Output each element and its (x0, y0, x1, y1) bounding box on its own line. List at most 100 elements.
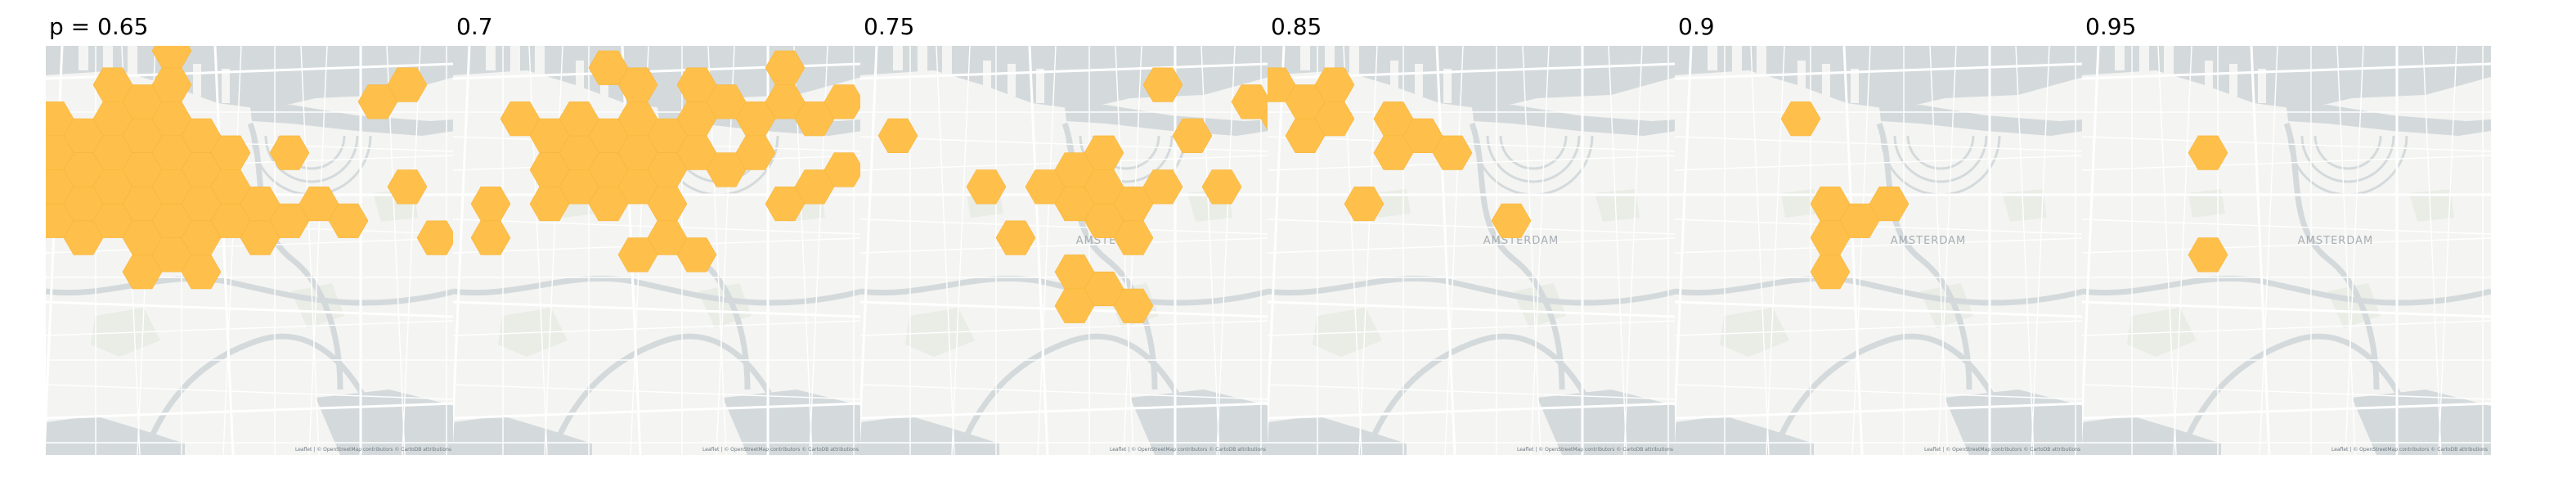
park (1595, 189, 1640, 222)
harbour-pier (1325, 46, 1335, 74)
map-panel-p095: 0.95 AMSTERDAM Leaflet | © OpenStreetMap… (2082, 0, 2491, 458)
street (2082, 384, 2491, 400)
hexagon-layer (877, 67, 1269, 323)
hexagon-cell (269, 135, 310, 170)
water-body (453, 46, 862, 110)
hexagon-cell (1491, 203, 1532, 238)
hexagon-cell (1201, 169, 1242, 205)
park (1374, 189, 1411, 218)
map-canvas (46, 46, 455, 455)
harbour-pier (1300, 46, 1310, 70)
street (2082, 320, 2491, 336)
panel-title: 0.95 (2085, 13, 2137, 40)
street (860, 384, 1269, 400)
hexagon-cell (617, 237, 658, 273)
street (1200, 46, 1220, 455)
canal (2177, 333, 2429, 455)
map-attribution[interactable]: Leaflet | © OpenStreetMap contributors ©… (2331, 447, 2488, 453)
map-attribution[interactable]: Leaflet | © OpenStreetMap contributors ©… (1109, 447, 1266, 453)
map-attribution[interactable]: Leaflet | © OpenStreetMap contributors ©… (1516, 447, 1673, 453)
hexagon-cell (1113, 220, 1154, 255)
hexagon-layer (1780, 101, 1910, 290)
street (2250, 46, 2271, 455)
hexagon-cell (1780, 101, 1821, 137)
street (1675, 155, 2084, 171)
canal (247, 122, 343, 390)
canal (2082, 275, 2491, 306)
harbour-pier (535, 46, 545, 79)
park (2409, 189, 2454, 222)
harbour-pier (942, 46, 952, 79)
panel-title: 0.85 (1271, 13, 1322, 40)
canal-ring (2313, 135, 2382, 170)
canal-ring (1499, 135, 1568, 170)
street (453, 320, 862, 336)
street (1216, 46, 1236, 455)
street (951, 46, 971, 455)
harbour-pier (222, 69, 230, 103)
street (222, 46, 242, 455)
street (2157, 46, 2177, 455)
map-panel-p075: 0.75 AMSTERDAM Leaflet | © OpenStreetMap… (860, 0, 1269, 458)
map-canvas: AMSTERDAM (1268, 46, 1676, 455)
hexagon-cell (1810, 255, 1851, 290)
street (2082, 136, 2491, 152)
map-attribution[interactable]: Leaflet | © OpenStreetMap contributors ©… (1923, 447, 2080, 453)
map-view[interactable]: AMSTERDAM Leaflet | © OpenStreetMap cont… (860, 46, 1269, 455)
street (1435, 46, 1456, 455)
panel-title: 0.9 (1678, 13, 1715, 40)
street (1675, 218, 2084, 235)
canal-ring (1906, 135, 1975, 170)
street (2438, 46, 2457, 455)
street (1522, 46, 1542, 455)
map-view[interactable]: AMSTERDAM Leaflet | © OpenStreetMap cont… (1268, 46, 1676, 455)
park (2188, 189, 2225, 218)
map-view[interactable]: Leaflet | © OpenStreetMap contributors ©… (46, 46, 455, 455)
park (2002, 189, 2047, 222)
map-canvas: AMSTERDAM (860, 46, 1269, 455)
hexagon-cell (1260, 104, 1269, 134)
canal (141, 333, 393, 455)
canal (1362, 333, 1614, 455)
park (1781, 189, 1818, 218)
panel-title: p = 0.65 (49, 13, 149, 40)
hexagon-cell (181, 255, 222, 290)
street (860, 237, 1269, 254)
street (1937, 46, 1957, 455)
hexagon-cell (1113, 288, 1154, 323)
harbour-pier (1708, 46, 1717, 70)
water-body (46, 46, 455, 110)
canal-ring (264, 135, 359, 183)
harbour-pier (2229, 64, 2237, 97)
map-view[interactable]: Leaflet | © OpenStreetMap contributors ©… (453, 46, 862, 455)
street (1851, 46, 1871, 455)
canal-ring (1486, 135, 1581, 183)
harbour-pier (510, 46, 520, 74)
street (1675, 402, 2084, 420)
hexagon-cell (735, 135, 776, 170)
water-body (2082, 46, 2491, 110)
street (1675, 320, 2084, 336)
street (2259, 46, 2278, 455)
harbour-pier (1415, 64, 1423, 97)
hexagon-cell (2188, 237, 2228, 273)
harbour-pier (486, 46, 496, 70)
canal (955, 333, 1207, 455)
street (2082, 218, 2491, 235)
hexagon-cell (1432, 135, 1473, 170)
hexagon-cell (151, 46, 192, 69)
hexagon-cell (1142, 67, 1183, 102)
canal (548, 333, 800, 455)
map-attribution[interactable]: Leaflet | © OpenStreetMap contributors ©… (294, 447, 451, 453)
harbour-pier (2115, 46, 2125, 70)
harbour-pier (1822, 64, 1830, 97)
street (936, 46, 955, 455)
street (1444, 46, 1464, 455)
harbour-pier (1036, 69, 1044, 103)
street (1268, 384, 1676, 400)
map-view[interactable]: AMSTERDAM Leaflet | © OpenStreetMap cont… (2082, 46, 2491, 455)
map-view[interactable]: AMSTERDAM Leaflet | © OpenStreetMap cont… (1675, 46, 2084, 455)
hexagon-cell (995, 220, 1036, 255)
map-attribution[interactable]: Leaflet | © OpenStreetMap contributors ©… (702, 447, 859, 453)
street (2173, 46, 2192, 455)
